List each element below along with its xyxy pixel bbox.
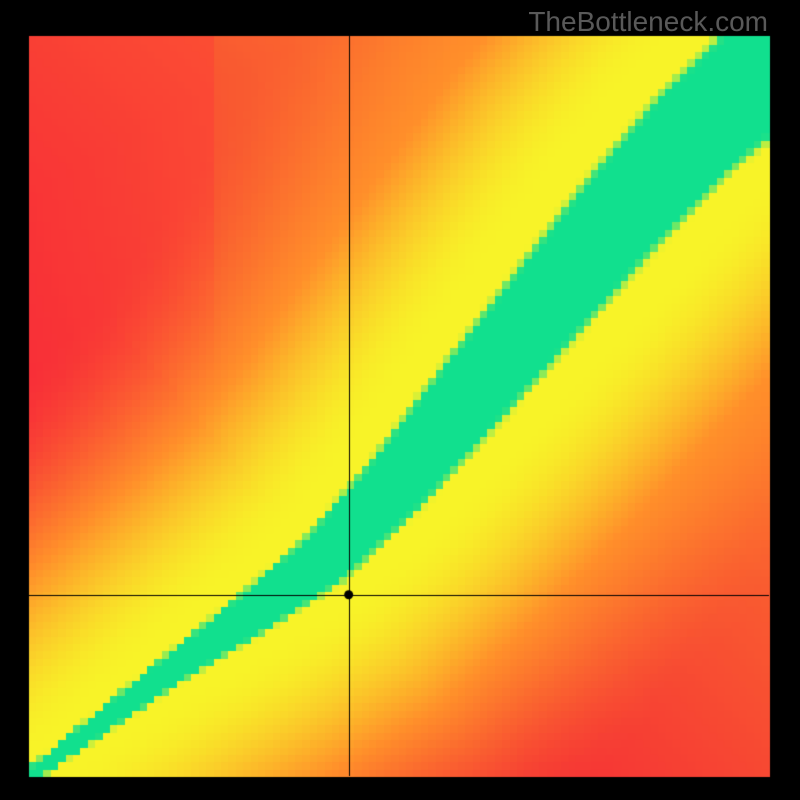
bottleneck-heatmap [0,0,800,800]
